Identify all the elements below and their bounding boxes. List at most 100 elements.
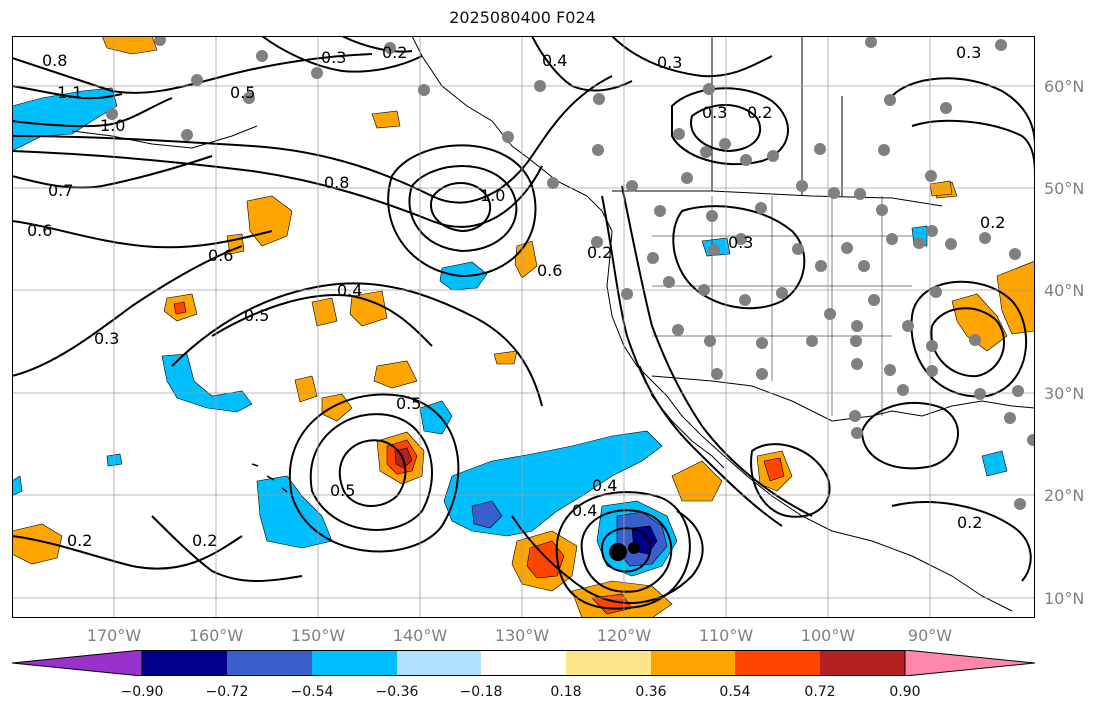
contour-storm-ring-2	[580, 509, 673, 593]
colorbar-tick-label: 0.72	[804, 684, 836, 700]
contour-low-ring-1	[338, 439, 407, 507]
central-america-coast	[831, 530, 1013, 612]
aleutian-chain	[71, 125, 258, 149]
orange-patch-1	[371, 110, 401, 129]
colorbar-tick-label: −0.54	[290, 684, 334, 700]
contour-high-ring-2	[408, 165, 518, 253]
contour-0.8-nw	[12, 53, 373, 94]
orange-patch-left	[12, 523, 63, 565]
map-frame	[12, 36, 1035, 618]
longitude-label: 90°W	[907, 626, 953, 645]
contour-label: 0.3	[702, 103, 727, 122]
red-patch-5	[173, 301, 187, 315]
blue-patch-west	[12, 475, 23, 497]
contour-label: 0.8	[324, 173, 349, 192]
contour-label: 0.4	[572, 501, 597, 520]
contour-0.2-east	[891, 77, 1035, 147]
contour-jet-2	[12, 150, 543, 228]
contour-0.2-carib	[891, 501, 1032, 582]
contour-label: 0.2	[957, 513, 982, 532]
contour-label: 0.3	[657, 53, 682, 72]
contour-label: 0.2	[747, 103, 772, 122]
contour-high-ring-1	[430, 182, 492, 233]
contour-0.7-w	[12, 155, 213, 189]
contour-label: 0.5	[230, 83, 255, 102]
contour-label: 0.2	[587, 243, 612, 262]
contour-coastal-2	[601, 195, 783, 527]
contour-label: 0.3	[321, 48, 346, 67]
contour-0.3-us	[672, 205, 806, 310]
contour-label: 0.5	[244, 306, 269, 325]
contour-label: 0.4	[592, 476, 617, 495]
contour-0.3-ak	[611, 36, 773, 78]
latitude-label: 60°N	[1044, 77, 1085, 96]
contour-1.1-nw	[12, 85, 123, 100]
contour-high-ring-3	[387, 144, 537, 278]
blue-patch-hawaii	[106, 453, 123, 467]
contour-1.0-nw	[12, 97, 173, 128]
orange-patch-baja	[671, 460, 723, 502]
colorbar-tick-label: 0.54	[719, 684, 751, 700]
longitude-label: 100°W	[800, 626, 856, 645]
colorbar-tick-label: −0.72	[205, 684, 249, 700]
longitude-label: 150°W	[290, 626, 346, 645]
contour-label: 0.2	[980, 213, 1005, 232]
contour-0.2-north	[341, 36, 413, 53]
contour-lines	[12, 36, 1035, 610]
contour-storm-ring-3	[555, 491, 691, 610]
longitude-label: 170°W	[86, 626, 142, 645]
orange-patch-gulf-alaska	[101, 36, 158, 55]
longitude-label: 120°W	[596, 626, 652, 645]
orange-patch-east-2	[996, 260, 1035, 335]
colorbar-segment	[820, 650, 905, 676]
hawaii-islands	[251, 463, 288, 493]
contour-mex	[750, 443, 831, 518]
contour-0.3-north	[261, 36, 423, 73]
contour-0.5-mid	[171, 282, 543, 407]
contour-low-ring-3	[289, 393, 460, 553]
contour-east-ring	[930, 307, 1006, 378]
colorbar	[12, 650, 1035, 676]
contour-label: 0.8	[42, 51, 67, 70]
colorbar-extend-high	[904, 650, 1035, 676]
longitude-label: 160°W	[188, 626, 244, 645]
blue-patch-central	[161, 353, 253, 413]
latitude-label: 10°N	[1044, 589, 1085, 608]
map-panel: 0.8 1.1 1.0 0.7 0.6 0.3 0.5 0.2 0.4 0.8 …	[12, 36, 1035, 618]
contour-label: 0.5	[396, 394, 421, 413]
colorbar-segment	[566, 650, 651, 676]
contour-label: 0.2	[382, 43, 407, 62]
contour-label: 0.6	[27, 221, 52, 240]
contour-0.4-mid	[211, 294, 433, 347]
contour-0.6-w	[12, 220, 273, 249]
latitude-label: 50°N	[1044, 179, 1085, 198]
colorbar-tick-label: 0.90	[889, 684, 921, 700]
contour-label: 1.0	[100, 116, 125, 135]
contour-0.2-canada	[671, 87, 789, 166]
longitude-label: 130°W	[494, 626, 550, 645]
longitude-label: 110°W	[698, 626, 754, 645]
colorbar-tick-label: −0.90	[120, 684, 164, 700]
contour-label: 0.4	[542, 51, 567, 70]
contour-label: 0.5	[330, 481, 355, 500]
contour-label: 0.2	[192, 531, 217, 550]
latitude-label: 30°N	[1044, 384, 1085, 403]
contour-storm-tail	[511, 510, 704, 604]
colorbar-tick-label: 0.36	[635, 684, 667, 700]
contour-label: 1.0	[480, 186, 505, 205]
us-mexico-border	[651, 375, 873, 422]
gulf-of-mexico-coast	[871, 400, 1035, 417]
map-svg: 0.8 1.1 1.0 0.7 0.6 0.3 0.5 0.2 0.4 0.8 …	[12, 36, 1035, 618]
colorbar-segment	[142, 650, 227, 676]
coastlines	[71, 36, 1035, 612]
contour-label: 0.3	[94, 329, 119, 348]
colorbar-segment	[227, 650, 312, 676]
colorbar-extend-low	[12, 650, 143, 676]
low-pressure-center-marker-2	[628, 542, 640, 554]
longitude-label: 140°W	[392, 626, 448, 645]
orange-patch-canada	[929, 180, 953, 197]
low-pressure-center-marker	[609, 543, 627, 561]
map-title: 2025080400 F024	[449, 8, 596, 27]
contour-label: 0.3	[956, 43, 981, 62]
contour-0.3-w	[12, 245, 243, 377]
